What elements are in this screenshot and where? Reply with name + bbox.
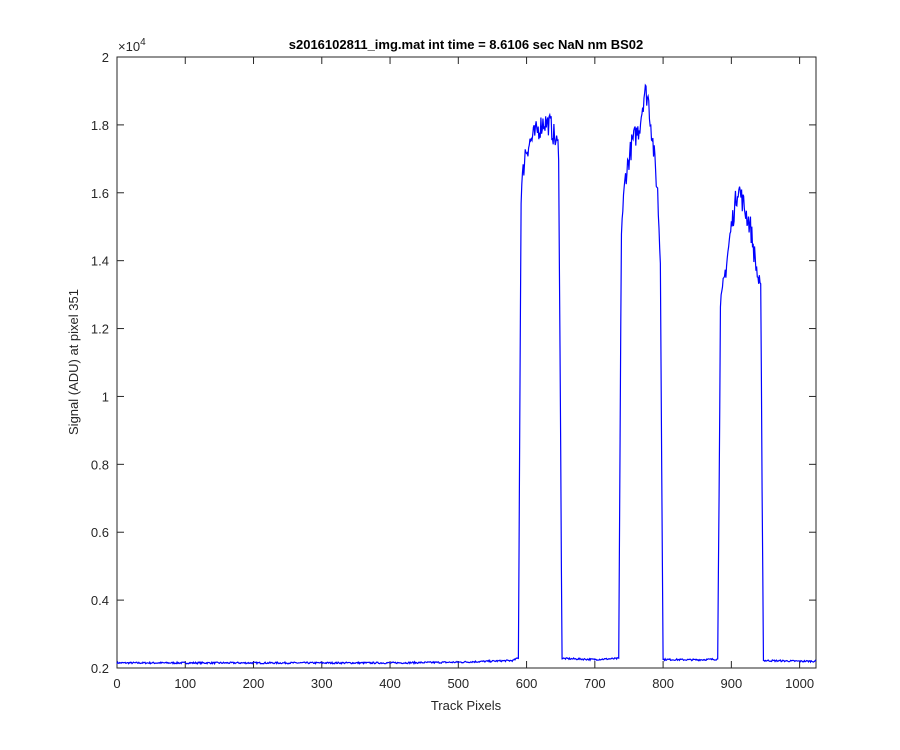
x-tick-label: 200	[243, 676, 265, 691]
x-tick-label: 300	[311, 676, 333, 691]
x-tick-label: 0	[113, 676, 120, 691]
y-ticks: 0.2 0.4 0.6 0.8 1 1.2 1.4 1.6 1.8 2	[91, 50, 816, 676]
y-tick-label: 1.6	[91, 186, 109, 201]
y-tick-label: 0.4	[91, 593, 109, 608]
x-axis-label: Track Pixels	[431, 698, 502, 713]
y-tick-label: 2	[102, 50, 109, 65]
chart-title: s2016102811_img.mat int time = 8.6106 se…	[289, 37, 643, 52]
x-ticks: 0 100 200 300 400 500 600 700 800 900 1000	[113, 57, 814, 691]
x-tick-label: 900	[721, 676, 743, 691]
y-tick-label: 1	[102, 389, 109, 404]
x-tick-label: 600	[516, 676, 538, 691]
x-tick-label: 400	[379, 676, 401, 691]
axes-box	[116, 56, 817, 669]
y-tick-label: 1.2	[91, 322, 109, 337]
x-tick-label: 700	[584, 676, 606, 691]
y-tick-label: 1.8	[91, 118, 109, 133]
series-line	[116, 83, 817, 666]
y-tick-label: 0.6	[91, 525, 109, 540]
x-tick-label: 500	[447, 676, 469, 691]
plot-area: 0 100 200 300 400 500 600 700 800 900 1000 0.20.40…	[91, 50, 817, 691]
x-tick-label: 800	[652, 676, 674, 691]
x-tick-label: 1000	[785, 676, 814, 691]
y-tick-label: 0.8	[91, 457, 109, 472]
y-exponent-power: 4	[140, 37, 146, 48]
y-exponent-label: ×104	[118, 37, 146, 54]
y-tick-label: 0.2	[91, 661, 109, 676]
y-axis-label: Signal (ADU) at pixel 351	[66, 289, 81, 435]
x-tick-label: 100	[174, 676, 196, 691]
y-tick-label: 1.4	[91, 254, 109, 269]
